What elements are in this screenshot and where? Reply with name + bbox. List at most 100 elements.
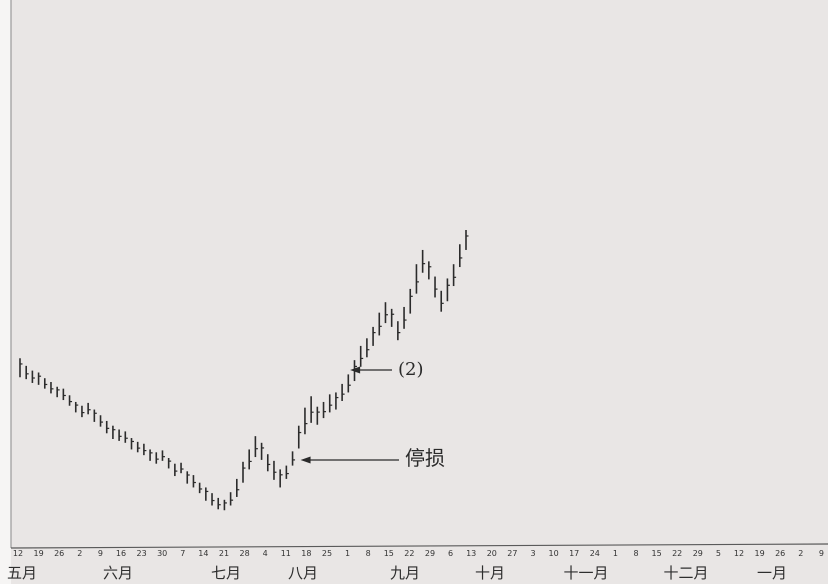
- day-tick-label: 9: [819, 549, 824, 558]
- month-label: 六月: [103, 564, 133, 582]
- annotation-label: (2): [398, 359, 424, 380]
- day-tick-label: 3: [530, 549, 535, 558]
- price-bar: [328, 394, 333, 413]
- price-bar: [99, 415, 104, 427]
- day-tick-label: 22: [404, 549, 414, 558]
- price-bar: [205, 487, 209, 501]
- day-tick-label: 15: [652, 549, 662, 558]
- day-tick-label: 2: [798, 549, 803, 558]
- price-bar: [93, 409, 97, 422]
- price-bar: [242, 461, 246, 483]
- price-bar: [68, 395, 73, 406]
- day-tick-label: 26: [54, 549, 64, 558]
- price-bar: [105, 420, 110, 434]
- day-tick-label: 19: [755, 549, 765, 558]
- day-tick-label: 5: [716, 549, 721, 558]
- price-bar: [192, 475, 196, 488]
- day-tick-label: 22: [672, 549, 682, 558]
- price-bar: [415, 264, 419, 294]
- price-bar: [335, 392, 339, 410]
- price-bar: [31, 370, 35, 383]
- day-tick-label: 10: [549, 549, 559, 558]
- day-tick-label: 13: [466, 549, 476, 558]
- month-label: 八月: [288, 564, 318, 582]
- annotation-callout: 停损: [300, 446, 445, 470]
- price-bar: [155, 452, 159, 464]
- month-label: 十一月: [563, 564, 608, 582]
- day-tick-label: 16: [116, 549, 126, 558]
- price-bar: [322, 401, 327, 419]
- annotation-arrow-head: [350, 366, 361, 374]
- day-tick-label: 21: [219, 549, 229, 558]
- day-tick-label: 12: [13, 549, 23, 558]
- price-bar: [198, 482, 203, 494]
- price-bar: [229, 492, 234, 506]
- price-bar: [62, 388, 66, 401]
- day-tick-label: 29: [693, 549, 703, 558]
- price-bar: [421, 249, 426, 273]
- price-bar: [19, 358, 23, 378]
- month-label: 九月: [390, 564, 420, 582]
- annotation-arrow-head: [300, 456, 311, 464]
- price-bar: [384, 302, 388, 324]
- annotations: (2) 停损: [300, 359, 445, 470]
- day-tick-label: 6: [448, 549, 453, 558]
- price-bar: [167, 458, 172, 469]
- day-tick-labels: 12 19 26 2 9 16 23 30 7 14 21 28 4 11 18 25 1 8 15 22 29 6 13 2…: [13, 549, 824, 558]
- day-tick-label: 30: [157, 549, 167, 558]
- price-bar: [304, 407, 308, 435]
- price-bar: [403, 306, 407, 329]
- price-bar: [236, 478, 240, 497]
- left-margin-strip: [0, 0, 11, 584]
- price-bar: [440, 290, 444, 312]
- price-bar: [291, 451, 296, 466]
- month-label: 十二月: [663, 564, 708, 582]
- annotation-label: 停损: [405, 446, 445, 470]
- day-tick-label: 9: [98, 549, 103, 558]
- price-bar: [143, 443, 147, 456]
- price-bar: [50, 382, 54, 394]
- day-tick-label: 24: [590, 549, 600, 558]
- price-bar: [74, 401, 79, 413]
- price-bar: [211, 493, 215, 506]
- price-bar: [297, 425, 302, 449]
- day-tick-label: 14: [198, 549, 208, 558]
- price-bar: [118, 429, 122, 441]
- annotation-callout: (2): [350, 359, 424, 380]
- price-bar: [465, 230, 469, 250]
- price-bar: [43, 378, 48, 389]
- price-bar: [81, 405, 85, 418]
- price-bar: [180, 462, 184, 474]
- day-tick-label: 12: [734, 549, 744, 558]
- day-tick-label: 28: [240, 549, 250, 558]
- day-tick-label: 23: [137, 549, 147, 558]
- day-tick-label: 18: [301, 549, 311, 558]
- price-bar: [217, 497, 221, 510]
- month-label: 十月: [475, 564, 505, 582]
- price-bar: [434, 276, 438, 298]
- price-bar: [459, 244, 463, 268]
- price-bar: [130, 438, 134, 450]
- day-tick-label: 8: [366, 549, 371, 558]
- price-bar: [149, 449, 153, 461]
- price-bar: [341, 383, 345, 401]
- price-bar: [372, 326, 376, 346]
- price-bar: [161, 450, 165, 461]
- price-bar: [366, 338, 370, 358]
- price-bar: [409, 288, 413, 314]
- price-bar: [316, 406, 320, 425]
- day-tick-label: 27: [507, 549, 517, 558]
- day-tick-label: 2: [77, 549, 82, 558]
- price-bar: [266, 454, 271, 472]
- day-tick-label: 11: [281, 549, 291, 558]
- price-bar: [279, 469, 283, 488]
- price-bar: [87, 402, 91, 415]
- month-label: 七月: [211, 564, 241, 582]
- price-bars: [19, 230, 469, 511]
- price-bar: [124, 431, 128, 443]
- month-label: 五月: [7, 564, 37, 582]
- price-bar: [428, 261, 432, 280]
- day-tick-label: 17: [569, 549, 579, 558]
- month-labels: 五月 六月 七月 八月 九月 十月 十一月 十二月 一月: [7, 564, 787, 582]
